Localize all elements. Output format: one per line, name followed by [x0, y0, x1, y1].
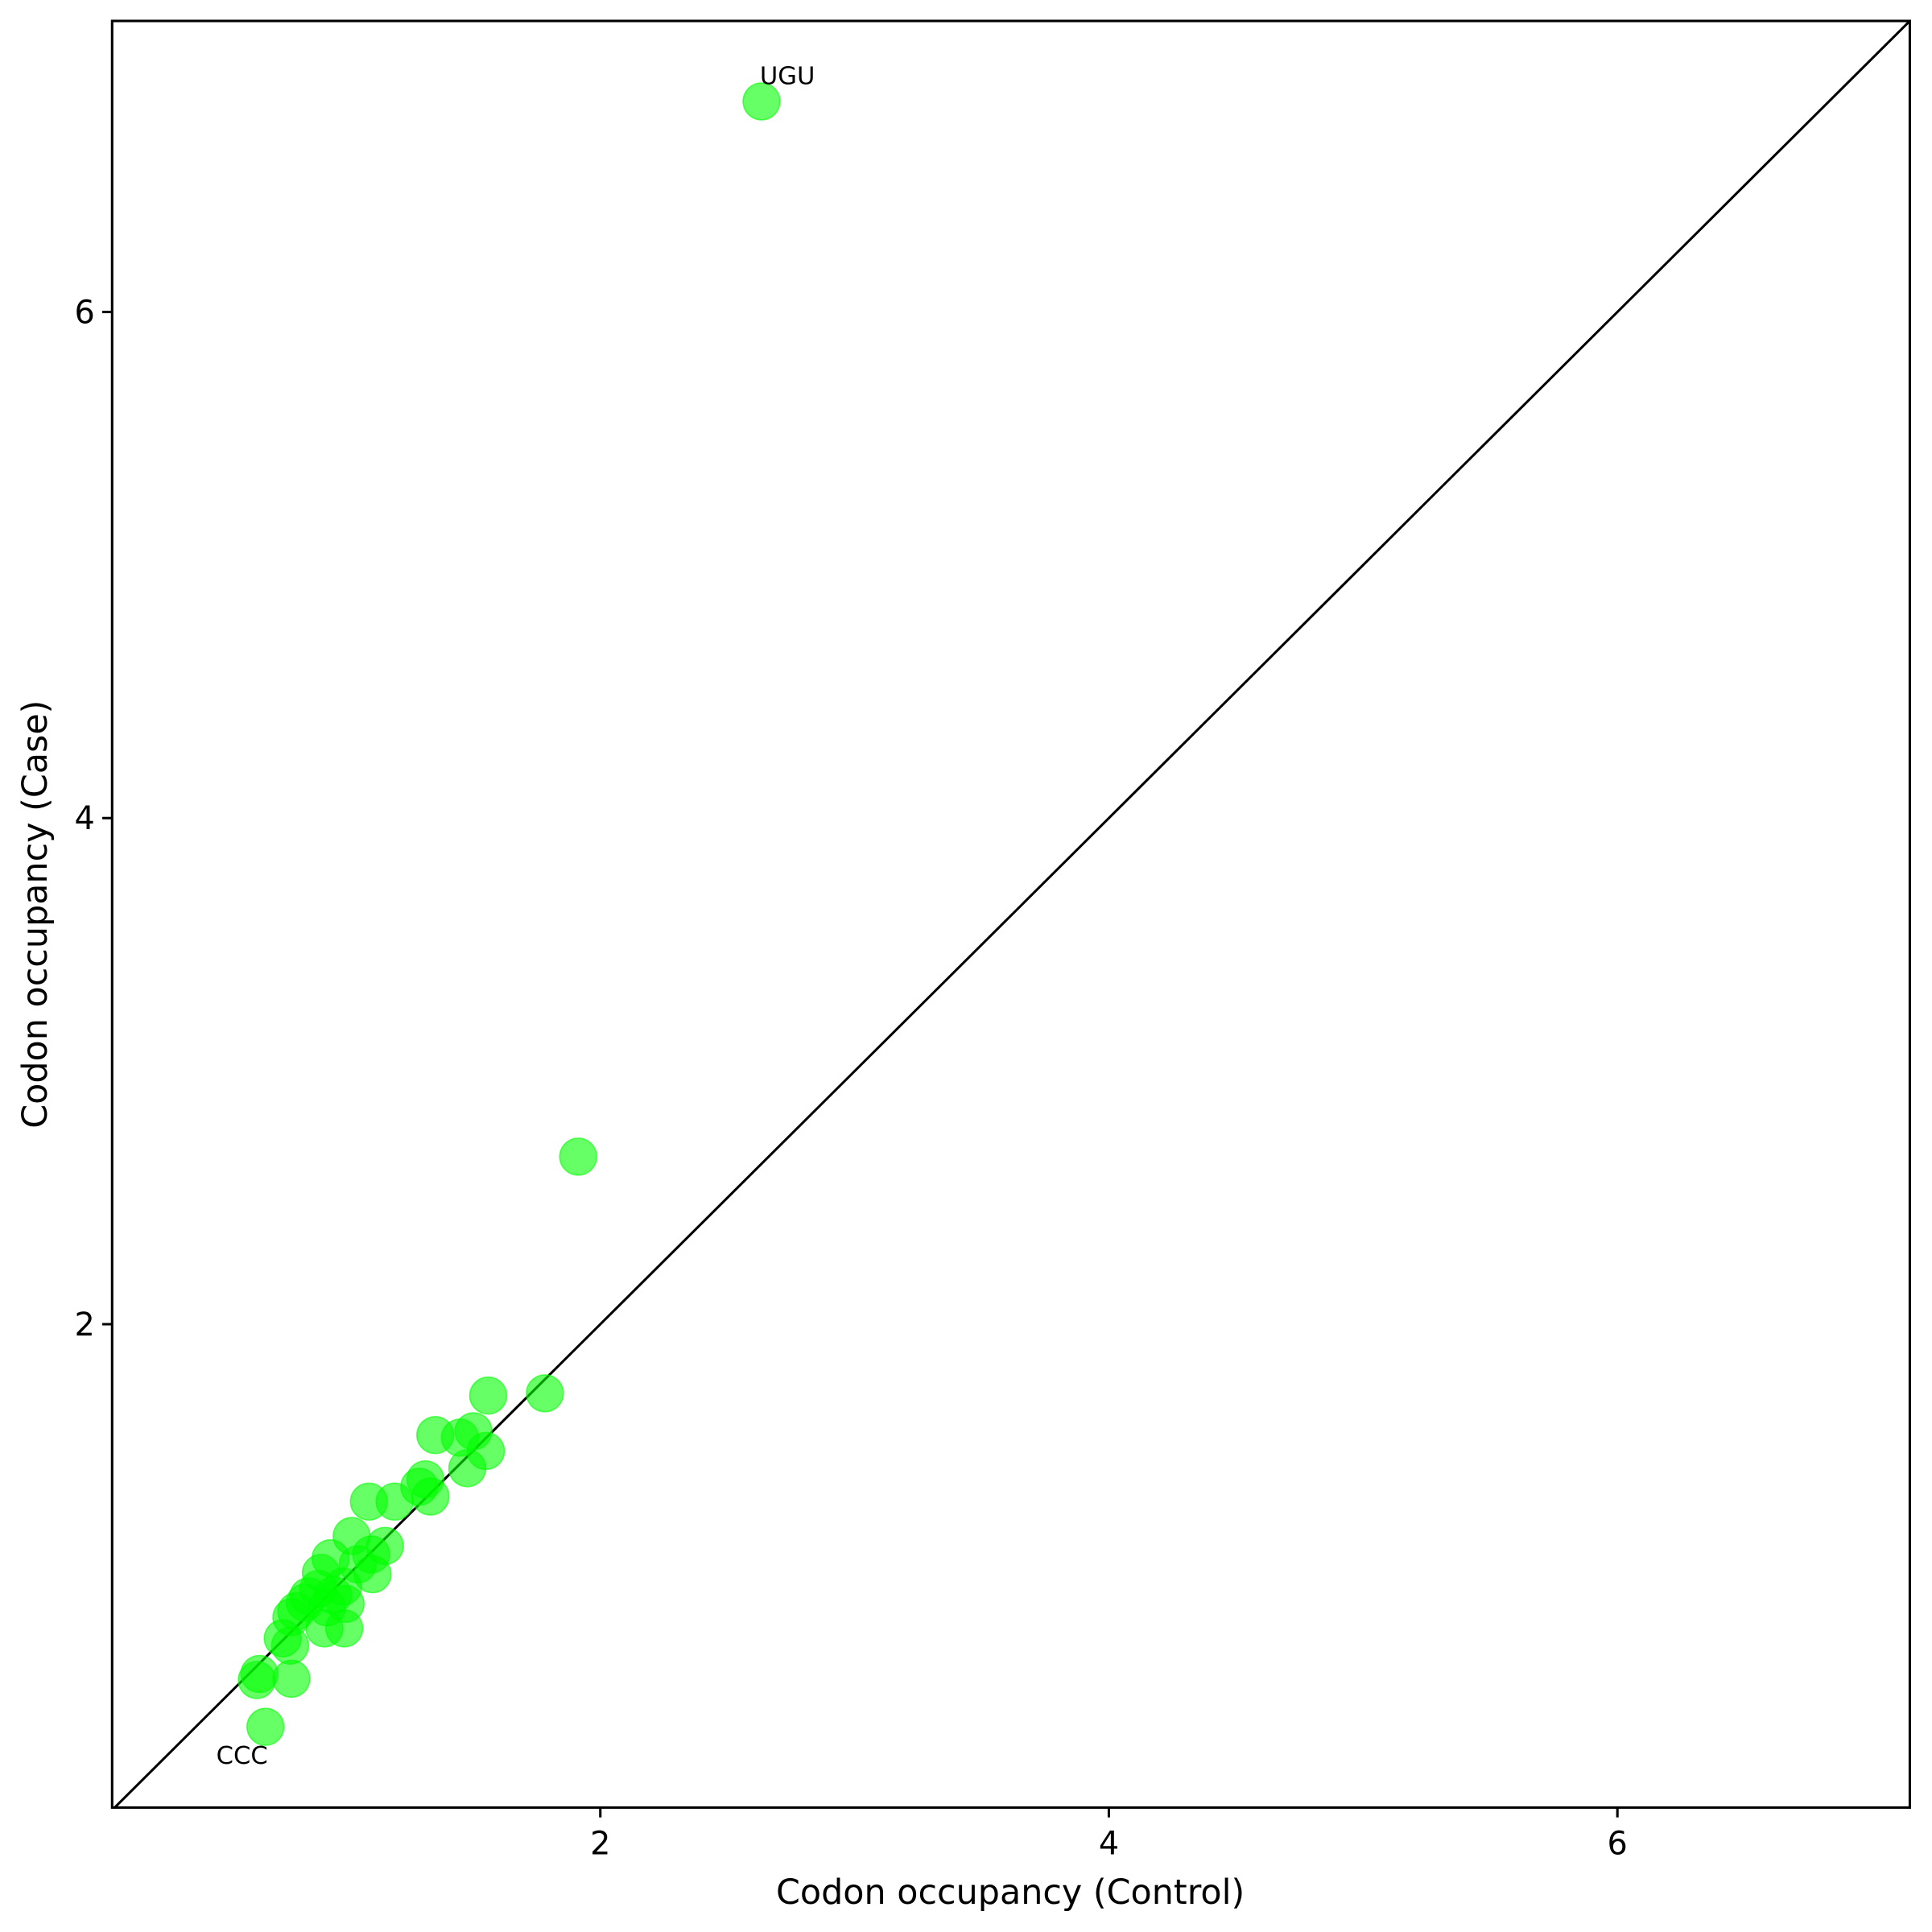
point: [469, 1376, 508, 1415]
y-tick-label: 4: [75, 800, 95, 837]
plot-frame: [110, 19, 1911, 1809]
identity-line: [113, 21, 1910, 1808]
point: [411, 1477, 450, 1516]
point: [448, 1449, 487, 1488]
point: [742, 82, 781, 121]
y-axis-label: Codon occupancy (Case): [15, 700, 56, 1129]
point: [237, 1661, 276, 1699]
y-tick-label: 6: [75, 294, 95, 331]
x-axis-label: Codon occupancy (Control): [776, 1872, 1245, 1913]
point-label: CCC: [217, 1742, 268, 1770]
x-tick-label: 6: [1608, 1826, 1628, 1863]
x-tick-label: 4: [1099, 1826, 1119, 1863]
point: [314, 1575, 353, 1615]
point: [270, 1626, 310, 1665]
point-label: UGU: [760, 63, 815, 91]
plot-area: [113, 21, 1910, 1808]
point: [526, 1374, 564, 1413]
point: [272, 1659, 311, 1699]
y-tick-label: 2: [75, 1307, 95, 1344]
point: [349, 1482, 389, 1521]
point: [559, 1137, 597, 1176]
point: [246, 1707, 285, 1746]
x-tick-label: 2: [590, 1826, 610, 1863]
